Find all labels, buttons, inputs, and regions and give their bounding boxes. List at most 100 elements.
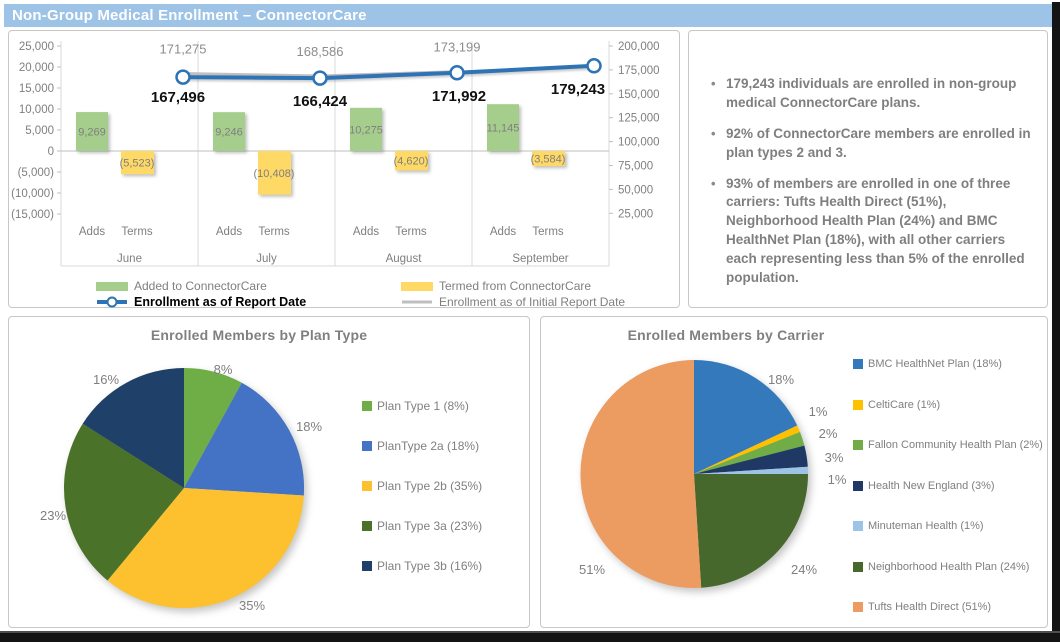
right-axis-label: 25,000 (618, 208, 653, 220)
legend-swatch (853, 602, 863, 612)
subcategory-label-adds: Adds (216, 226, 242, 238)
report-enrollment-label: 179,243 (551, 81, 605, 98)
pie-slice-5 (694, 474, 808, 588)
bar-added-label: 10,275 (349, 124, 383, 136)
bar-added-label: 9,246 (215, 127, 243, 139)
bar-added-august (350, 107, 382, 151)
enrollment-trend-panel: 25,000 20,000 15,000 10,000 5,000 0 (5,000) (10… (8, 30, 680, 309)
month-label: August (386, 253, 423, 265)
legend-swatch (853, 399, 863, 410)
pie-slice-2 (694, 432, 805, 474)
line-legend-icon (401, 296, 433, 308)
screen-edge-bottom (0, 631, 1060, 642)
right-axis-label: 100,000 (618, 137, 660, 149)
chart-title: Enrolled Members by Carrier (627, 327, 825, 343)
pie-slice-3 (694, 445, 808, 474)
legend-item: CeltiCare (1%) (853, 399, 1043, 411)
pie-slice-2 (107, 488, 304, 609)
legend-item: PlanType 2a (18%) (362, 439, 482, 453)
right-axis-label: 50,000 (618, 184, 653, 196)
legend-item: Plan Type 2b (35%) (362, 479, 482, 493)
month-label: September (512, 253, 568, 265)
legend-label: Tufts Health Direct (51%) (868, 601, 992, 613)
legend-label: Termed from ConnectorCare (439, 279, 592, 293)
legend-item: Added to ConnectorCare (96, 279, 267, 293)
legend-swatch (362, 401, 372, 411)
subcategory-label-adds: Adds (490, 226, 516, 238)
subcategory-label-adds: Adds (79, 226, 105, 238)
left-axis-label: 0 (48, 146, 54, 158)
month-label: June (117, 253, 142, 265)
pie-percent-label: 18% (768, 372, 794, 387)
legend-item: Enrollment as of Report Date (96, 295, 306, 309)
legend-swatch (853, 440, 863, 450)
right-axis-label: 75,000 (618, 161, 653, 173)
bar-termed-label: (4,620) (394, 156, 429, 168)
legend-label: BMC HealthNet Plan (18%) (868, 358, 1002, 370)
bar-termed-july (258, 151, 291, 195)
subcategory-label-terms: Terms (121, 226, 153, 238)
report-enrollment-label: 171,992 (432, 88, 486, 105)
line-marker (312, 70, 328, 86)
pie-percent-label: 18% (296, 419, 322, 434)
pie-slice-1 (694, 425, 800, 474)
pie-slice-4 (694, 466, 809, 474)
legend-item: Enrollment as of Initial Report Date (401, 295, 625, 309)
legend-swatch (853, 480, 863, 491)
left-axis-label: 15,000 (19, 83, 54, 95)
legend-item: Plan Type 1 (8%) (362, 399, 482, 413)
right-axis-label: 200,000 (618, 41, 660, 53)
screen-edge-right (1052, 2, 1060, 642)
right-axis-label: 125,000 (618, 113, 660, 125)
line-marker (586, 58, 602, 74)
subcategory-label-terms: Terms (258, 226, 290, 238)
legend-item: Fallon Community Health Plan (2%) (853, 439, 1043, 451)
bar-added-label: 11,145 (487, 123, 520, 135)
legend-item: Minuteman Health (1%) (853, 520, 1043, 532)
bar-termed-september (532, 151, 565, 167)
left-axis-label: (5,000) (18, 167, 55, 179)
carrier-pie-panel: Enrolled Members by Carrier 18% 1% 2% 3% 1% 2… (540, 316, 1048, 628)
legend-label: Fallon Community Health Plan (2%) (868, 439, 1043, 451)
left-axis-label: 20,000 (19, 62, 54, 74)
pie-percent-label: 24% (791, 562, 817, 577)
bar-added-september (487, 104, 519, 151)
legend-item: BMC HealthNet Plan (18%) (853, 358, 1043, 370)
pie-percent-label: 1% (809, 404, 828, 419)
page-title: Non-Group Medical Enrollment – Connector… (4, 4, 1052, 27)
legend-swatch (96, 281, 128, 291)
subcategory-label-terms: Terms (395, 226, 427, 238)
bar-termed-label: (10,408) (254, 168, 295, 180)
report-enrollment-line (181, 63, 596, 81)
legend-label: Plan Type 3a (23%) (377, 519, 483, 533)
legend-label: Enrollment as of Initial Report Date (439, 295, 626, 309)
initial-enrollment-label: 168,586 (297, 44, 344, 59)
report-enrollment-label: 166,424 (293, 93, 348, 110)
pie-percent-label: 1% (828, 472, 847, 487)
legend-item: Health New England (3%) (853, 480, 1043, 492)
summary-panel: 179,243 individuals are enrolled in non-… (688, 30, 1048, 308)
pie-slice-1 (184, 382, 305, 496)
line-marker-legend-icon (96, 296, 128, 308)
legend-swatch (853, 359, 863, 369)
pie-slice-4 (82, 368, 184, 488)
summary-bullet: 179,243 individuals are enrolled in non-… (709, 75, 1033, 113)
plan-type-pie-panel: Enrolled Members by Plan Type 8% 18% 35% 23… (8, 316, 530, 628)
legend-item: Tufts Health Direct (51%) (853, 601, 1043, 613)
left-axis-label: 10,000 (19, 104, 54, 116)
summary-bullet-list: 179,243 individuals are enrolled in non-… (689, 31, 1047, 288)
chart-title: Enrolled Members by Plan Type (150, 327, 368, 343)
legend-label: Health New England (3%) (868, 479, 995, 492)
legend-swatch (853, 521, 863, 531)
legend-label: CeltiCare (1%) (868, 398, 941, 411)
bar-added-label: 9,269 (78, 127, 106, 139)
pie-slices (580, 360, 809, 588)
enrollment-trend-chart: 25,000 20,000 15,000 10,000 5,000 0 (5,000) (10… (11, 40, 660, 267)
report-enrollment-label: 167,496 (151, 89, 205, 106)
month-label: July (256, 253, 277, 265)
legend-label: Plan Type 1 (8%) (377, 399, 469, 413)
summary-bullet: 93% of members are enrolled in one of th… (709, 175, 1033, 288)
pie-percent-label: 16% (93, 372, 119, 387)
pie-percent-label: 51% (579, 562, 605, 577)
legend-label: PlanType 2a (18%) (377, 439, 480, 453)
